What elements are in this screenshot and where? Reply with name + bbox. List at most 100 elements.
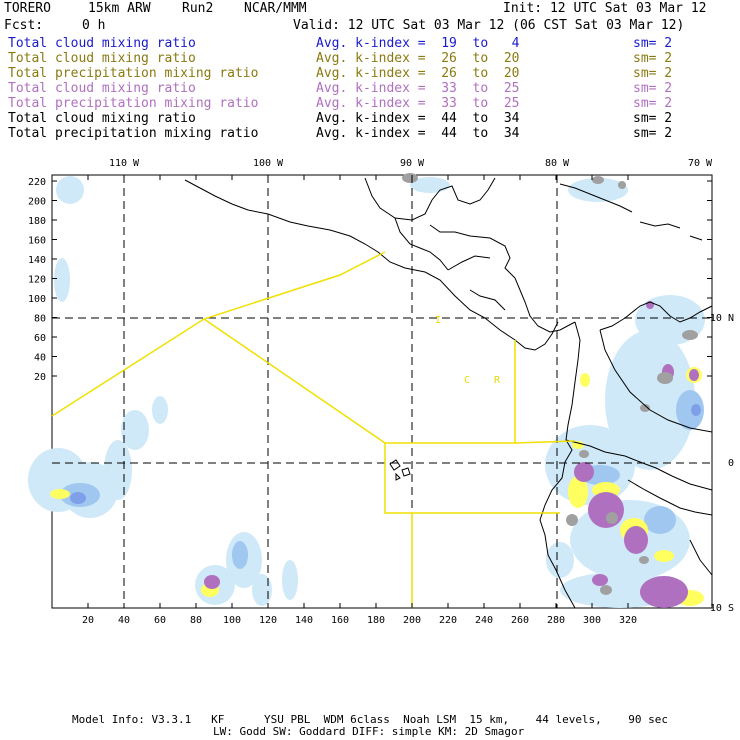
precip-area [50, 489, 70, 499]
venezuela-coast [599, 301, 713, 331]
y-tick-label: 200 [28, 197, 46, 208]
lon-label: 80 W [545, 158, 570, 169]
pacific-coast [184, 179, 559, 351]
lat-label: 10 N [710, 313, 734, 324]
galapagos-island [389, 459, 401, 471]
model-name: TORERO [4, 1, 51, 16]
cloud-area [104, 440, 132, 500]
x-tick-label: 320 [619, 615, 637, 626]
x-tick-label: 80 [190, 615, 202, 626]
lat-axis: 10 N 0 10 S [710, 313, 734, 614]
x-tick-label: 180 [367, 615, 385, 626]
gray-area [579, 450, 589, 458]
gulf-coast [364, 177, 496, 221]
y-tick-label: 180 [28, 216, 46, 227]
lat-label: 10 S [710, 603, 734, 614]
y-tick-label: 80 [34, 314, 46, 325]
x-tick-label: 120 [259, 615, 277, 626]
island-coast [639, 221, 681, 229]
y-tick-label: 120 [28, 275, 46, 286]
legend-row: Total cloud mixing ratio [8, 111, 196, 126]
y-tick-label: 20 [34, 372, 46, 383]
y-tick-label: 140 [28, 255, 46, 266]
cloud-area [152, 396, 168, 424]
galapagos-island [395, 472, 401, 481]
run-label: Run2 [182, 1, 214, 16]
legend-kindex: Avg. k-index = 33 to 25 [316, 81, 520, 96]
legend-row: Total precipitation mixing ratio [8, 66, 259, 81]
heavy-precip-area [689, 369, 699, 381]
precip-area [572, 441, 584, 449]
x-tick-label: 300 [583, 615, 601, 626]
legend-sm: sm= 2 [633, 81, 673, 96]
legend-row: Total precipitation mixing ratio [8, 126, 259, 141]
fcst-value: 0 h [82, 18, 106, 33]
legend-row: Total cloud mixing ratio [8, 51, 196, 66]
legend-kindex: Avg. k-index = 44 to 34 [316, 126, 520, 141]
lat-lon-grid [52, 175, 712, 608]
x-tick-label: 40 [118, 615, 130, 626]
flight-tracks [51, 251, 576, 608]
cloud-core [232, 541, 248, 569]
x-axis: 20 40 60 80 100 120 140 160 180 200 220 240 260 280 30… [82, 175, 637, 626]
lat-label: 0 [728, 458, 734, 469]
legend-sm: sm= 2 [633, 111, 673, 126]
cloud-area [546, 542, 574, 578]
island-coast [689, 235, 703, 241]
x-tick-label: 160 [331, 615, 349, 626]
x-tick-label: 280 [547, 615, 565, 626]
legend-row: Total precipitation mixing ratio [8, 96, 259, 111]
coastlines [184, 177, 713, 609]
precip-area [654, 550, 674, 562]
heavy-precip-area [640, 576, 688, 608]
cloud-area [121, 410, 149, 450]
border-line [565, 439, 673, 477]
flight-track-line [203, 318, 560, 514]
gray-area [592, 176, 604, 184]
cloud-area [252, 574, 272, 606]
legend-row: Total cloud mixing ratio [8, 81, 196, 96]
init-time: Init: 12 UTC Sat 03 Mar 12 [503, 1, 707, 16]
fcst-label: Fcst: [4, 18, 44, 33]
lon-label: 70 W [688, 158, 713, 169]
cloud-peak [691, 404, 701, 416]
y-tick-label: 40 [34, 353, 46, 364]
cloud-area [568, 178, 628, 202]
y-tick-label: 60 [34, 333, 46, 344]
caribbean-coast [429, 224, 576, 333]
heavy-precip-area [588, 492, 624, 528]
gray-area [640, 404, 650, 412]
legend-sm: sm= 2 [633, 96, 673, 111]
cloud-core [676, 390, 704, 430]
x-tick-label: 140 [295, 615, 313, 626]
map-label-i: I [435, 315, 441, 326]
cloud-area [282, 560, 298, 600]
legend-sm: sm= 2 [633, 51, 673, 66]
border-line [469, 289, 506, 311]
border-line [599, 329, 713, 433]
x-tick-label: 200 [403, 615, 421, 626]
border-line [627, 479, 713, 516]
south-america-coast [539, 321, 581, 609]
precip-area [568, 476, 588, 508]
gray-area [657, 372, 673, 384]
cloud-core [644, 506, 676, 534]
gray-area [606, 512, 618, 524]
cloud-area [54, 258, 70, 302]
legend-kindex: Avg. k-index = 44 to 34 [316, 111, 520, 126]
legend-kindex: Avg. k-index = 19 to 4 [316, 36, 520, 51]
y-axis: 220 200 180 160 140 120 100 80 60 40 20 [28, 177, 712, 383]
x-tick-label: 220 [439, 615, 457, 626]
heavy-precip-area [592, 574, 608, 586]
model-info-line1: Model Info: V3.3.1 KF YSU PBL WDM 6class… [72, 713, 669, 726]
gray-area [402, 173, 418, 183]
y-tick-label: 100 [28, 294, 46, 305]
legend-sm: sm= 2 [633, 126, 673, 141]
gray-area [566, 514, 578, 526]
map-label-c: C [464, 375, 470, 386]
cloud-area [605, 330, 695, 470]
model-resolution: 15km ARW [88, 1, 151, 16]
legend-sm: sm= 2 [633, 36, 673, 51]
x-tick-label: 20 [82, 615, 94, 626]
